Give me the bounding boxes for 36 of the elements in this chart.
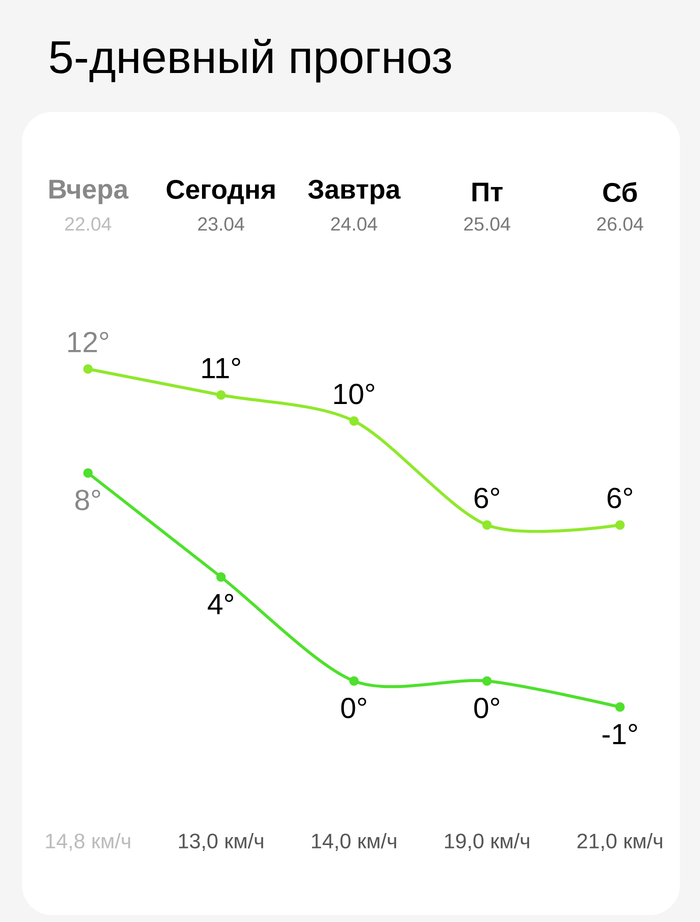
point [349,676,359,686]
text: 14,0 км/ч [312,833,396,851]
point [615,702,625,712]
text: 19,0 км/ч [445,833,530,851]
point [482,676,492,686]
point [83,468,93,478]
point [482,520,492,530]
data-label: 0° [341,698,366,718]
data-label: 6° [474,488,500,508]
data-label: 4° [208,594,234,614]
text: 26.04 [597,217,644,231]
text: 21,0 км/ч [577,833,662,851]
text: 23.04 [198,217,244,231]
x-tick-label: Вчера [49,180,129,204]
x-tick-label: Завтра [308,180,401,204]
data-label: 11° [202,358,240,378]
text: 22.04 [65,217,112,231]
point [216,572,226,582]
x-tick-label: Сб [603,182,637,202]
text: 14,8 км/ч [46,833,130,851]
data-label: 6° [608,488,632,508]
data-label: -1° [602,724,637,744]
point [349,416,359,426]
point [615,520,625,530]
data-label: 10° [334,384,374,404]
point [83,364,93,374]
data-label: 12° [68,332,108,352]
text: 25.04 [464,217,510,231]
x-tick-label: Сегодня [166,180,275,204]
chart-title: 5-дневный прогноз [50,38,451,83]
data-label: 8° [75,490,100,510]
text: 24.04 [331,217,378,231]
point [216,390,226,400]
text: 13,0 км/ч [179,833,264,851]
x-tick-label: Пт [472,182,503,202]
data-label: 0° [474,698,500,718]
